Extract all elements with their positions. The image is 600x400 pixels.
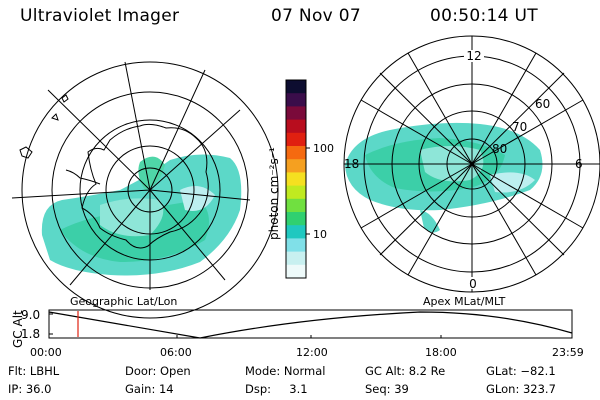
mlt-label-0: 0 xyxy=(469,277,477,291)
mlat-label-80: 80 xyxy=(492,142,507,156)
altitude-tick-1-8: 1.8 xyxy=(21,327,40,341)
colorbar-segment xyxy=(286,264,306,279)
mlat-label-70: 70 xyxy=(512,120,527,134)
colorbar-segment xyxy=(286,198,306,213)
altitude-plot: GC Alt 9.0 1.8 xyxy=(11,308,573,348)
status-glat: GLat: −82.1 xyxy=(486,364,556,378)
colorbar-segment xyxy=(286,225,306,239)
colorbar-segment xyxy=(286,238,306,253)
colorbar-segment xyxy=(286,159,306,173)
colorbar-segment xyxy=(286,132,306,147)
status-seq: Seq: 39 xyxy=(365,382,409,396)
colorbar-tick-100: 100 xyxy=(313,142,334,155)
status-dsp: Dsp: 3.1 xyxy=(245,382,308,396)
magnetic-map: 12 18 6 0 60 70 80 xyxy=(343,35,600,293)
status-ip: IP: 36.0 xyxy=(8,382,52,396)
mlt-label-12: 12 xyxy=(466,49,481,63)
colorbar-segment xyxy=(286,172,306,187)
status-gain: Gain: 14 xyxy=(125,382,174,396)
time-tick-1800: 18:00 xyxy=(425,346,457,359)
altitude-axis-label: GC Alt xyxy=(11,310,25,348)
status-gc-alt: GC Alt: 8.2 Re xyxy=(365,364,446,378)
geographic-map xyxy=(11,61,279,319)
colorbar-segment xyxy=(286,146,306,160)
time-tick-0600: 06:00 xyxy=(160,346,192,359)
status-door: Door: Open xyxy=(125,364,191,378)
colorbar-segment xyxy=(286,185,306,200)
time-tick-2359: 23:59 xyxy=(552,346,584,359)
mlat-label-60: 60 xyxy=(535,97,550,111)
color-scale-bar: 100 10 photon cm⁻²s⁻¹ xyxy=(267,79,334,279)
status-glon: GLon: 323.7 xyxy=(486,382,556,396)
mlt-label-18: 18 xyxy=(344,157,359,171)
time-label: 00:50:14 UT xyxy=(430,6,538,26)
status-mode: Mode: Normal xyxy=(245,364,326,378)
geographic-label: Geographic Lat/Lon xyxy=(70,295,178,308)
colorbar-segment xyxy=(286,93,306,107)
colorbar-segment xyxy=(286,119,306,134)
apex-label: Apex MLat/MLT xyxy=(423,295,506,308)
colorbar-unit-label: photon cm⁻²s⁻¹ xyxy=(267,147,281,240)
colorbar-segment xyxy=(286,212,306,226)
instrument-title: Ultraviolet Imager xyxy=(20,6,180,26)
altitude-tick-9: 9.0 xyxy=(21,308,40,322)
colorbar-tick-10: 10 xyxy=(313,228,327,241)
colorbar-segment xyxy=(286,80,306,94)
time-tick-0000: 00:00 xyxy=(30,346,62,359)
time-tick-1200: 12:00 xyxy=(296,346,328,359)
colorbar-segment xyxy=(286,106,306,121)
status-filter: Flt: LBHL xyxy=(8,364,60,378)
colorbar-segment xyxy=(286,251,306,266)
date-label: 07 Nov 07 xyxy=(271,6,361,26)
aurora-emission-mag xyxy=(345,122,543,233)
mlt-label-6: 6 xyxy=(575,157,583,171)
